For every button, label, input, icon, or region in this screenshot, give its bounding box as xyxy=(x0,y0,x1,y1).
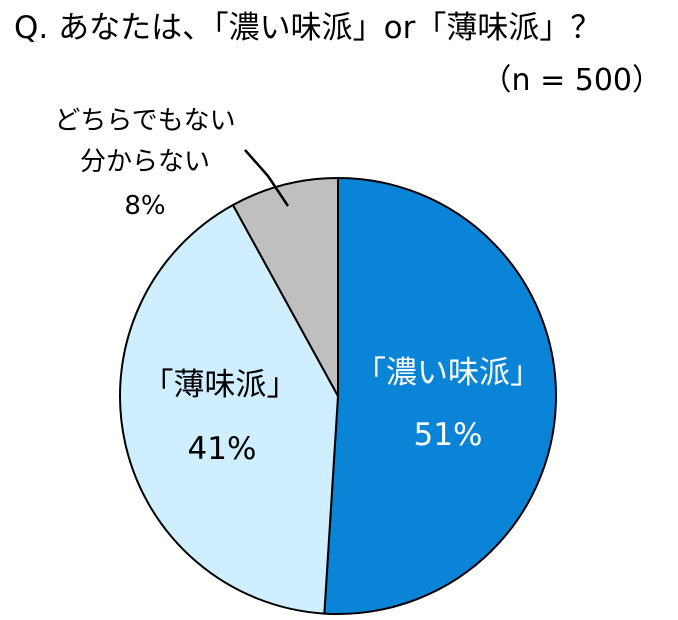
slice-value-other: 8% xyxy=(124,191,165,221)
slice-value-usu: 41% xyxy=(188,431,257,467)
leader-line xyxy=(244,149,290,207)
slice-label-other-line1: どちらでもない xyxy=(54,106,235,136)
pie-slices xyxy=(119,176,557,615)
slice-label-usu: 「薄味派」 xyxy=(143,367,298,403)
pie-slice-koi xyxy=(323,176,557,615)
slice-value-koi: 51% xyxy=(414,417,483,453)
pie-slice-other xyxy=(231,176,339,397)
chart-title: Q. あなたは、「濃い味派」or「薄味派」？ xyxy=(14,10,601,46)
slice-label-koi: 「濃い味派」 xyxy=(355,355,541,391)
pie-slice-usu xyxy=(119,203,340,615)
chart-subtitle: （n = 500） xyxy=(482,63,662,98)
slice-label-other-line2: 分からない xyxy=(80,147,210,177)
